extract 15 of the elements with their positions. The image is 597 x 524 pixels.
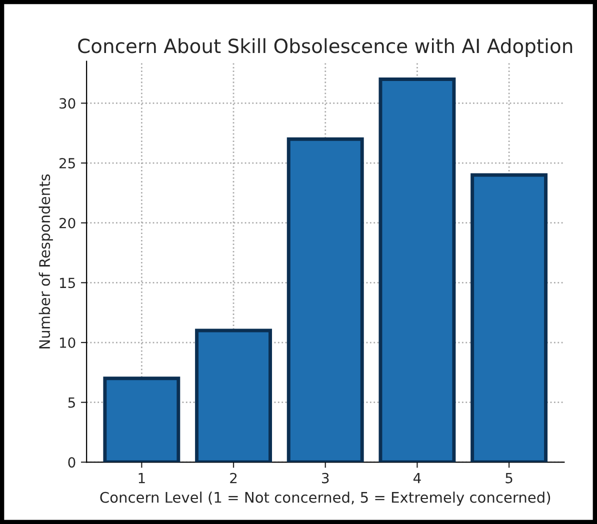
chart-title: Concern About Skill Obsolescence with AI Adoption bbox=[78, 38, 572, 58]
x-tick-label: 4 bbox=[413, 473, 421, 484]
y-tick-label: 10 bbox=[60, 337, 76, 348]
y-axis-title: Number of Respondents bbox=[38, 174, 53, 348]
y-tick-label: 30 bbox=[60, 98, 76, 109]
y-tick-label: 15 bbox=[60, 278, 75, 288]
x-axis-title: Concern Level (1 = Not concerned, 5 = Extremely concerned) bbox=[100, 492, 550, 506]
x-tick-label: 3 bbox=[322, 472, 329, 484]
y-tick-label: 5 bbox=[68, 397, 75, 408]
y-tick-label: 0 bbox=[68, 457, 76, 468]
x-tick-label: 1 bbox=[138, 473, 145, 484]
x-tick-label: 5 bbox=[506, 473, 512, 484]
y-tick-label: 25 bbox=[59, 158, 75, 168]
y-tick-label: 20 bbox=[59, 218, 76, 228]
x-tick-label: 2 bbox=[230, 472, 237, 484]
